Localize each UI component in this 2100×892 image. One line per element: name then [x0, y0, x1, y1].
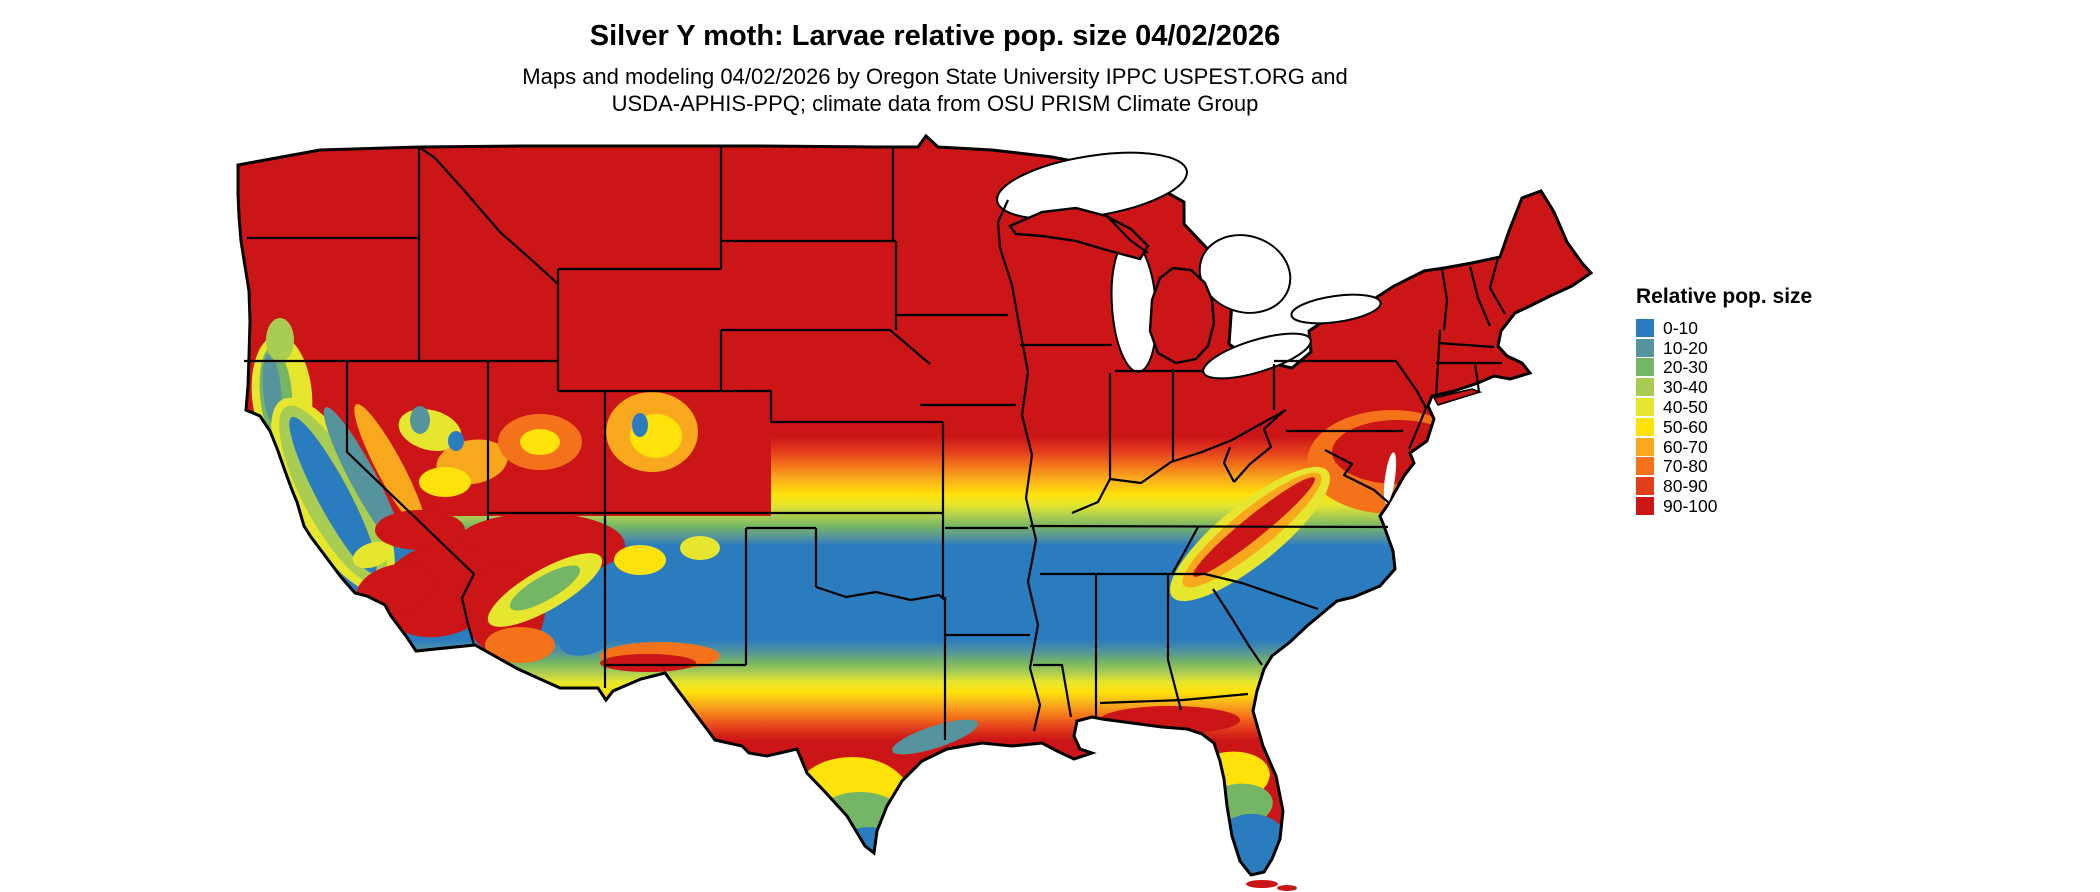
legend-entry: 70-80 — [1636, 457, 1812, 477]
legend-entry-label: 40-50 — [1663, 397, 1708, 418]
legend-swatch — [1636, 497, 1654, 516]
legend-swatch — [1636, 457, 1654, 476]
michigan — [1008, 206, 1216, 365]
state-borders — [244, 146, 1506, 740]
legend-entry-label: 70-80 — [1663, 456, 1708, 477]
legend-entry-label: 10-20 — [1663, 337, 1708, 358]
michigan-lower-peninsula — [1148, 266, 1216, 365]
us-population-map — [236, 133, 1594, 891]
legend-swatch — [1636, 338, 1654, 357]
legend-entry: 30-40 — [1636, 377, 1812, 397]
us-outline — [236, 133, 1594, 877]
lake-ontario — [1290, 293, 1382, 325]
legend-entry-label: 0-10 — [1663, 317, 1699, 338]
legend-title: Relative pop. size — [1636, 285, 1813, 308]
legend-entry-label: 90-100 — [1663, 496, 1718, 517]
subtitle-line2: USDA-APHIS-PPQ; climate data from OSU PR… — [611, 91, 1259, 116]
florida-keys — [1246, 880, 1278, 888]
legend-swatch — [1636, 417, 1654, 436]
legend-swatch — [1636, 378, 1654, 397]
legend-swatch — [1636, 477, 1654, 496]
page-subtitle: Maps and modeling 04/02/2026 by Oregon S… — [0, 63, 1870, 117]
legend-entry: 50-60 — [1636, 417, 1812, 437]
legend-swatch — [1636, 398, 1654, 417]
legend-entry-label: 50-60 — [1663, 416, 1708, 437]
legend-entry-label: 60-70 — [1663, 436, 1708, 457]
legend-entry-label: 30-40 — [1663, 377, 1708, 398]
legend-entry: 0-10 — [1636, 318, 1812, 338]
lake-erie — [1202, 332, 1312, 380]
legend-entry: 40-50 — [1636, 397, 1812, 417]
legend-swatch — [1636, 318, 1654, 337]
legend-entry: 90-100 — [1636, 496, 1812, 516]
subtitle-line1: Maps and modeling 04/02/2026 by Oregon S… — [522, 64, 1348, 89]
lake-huron — [1198, 234, 1292, 314]
legend-swatch — [1636, 358, 1654, 377]
legend-entry: 60-70 — [1636, 437, 1812, 457]
legend-entry: 20-30 — [1636, 358, 1812, 378]
legend: Relative pop. size 0-10 10-20 20-30 30-40 40… — [1636, 285, 1812, 516]
legend-entries: 0-10 10-20 20-30 30-40 40-50 50-60 60-70 70-80 8… — [1636, 318, 1812, 516]
florida-keys — [1277, 885, 1297, 891]
long-island — [1432, 388, 1483, 406]
legend-swatch — [1636, 437, 1654, 456]
legend-entry-label: 80-90 — [1663, 476, 1708, 497]
legend-entry-label: 20-30 — [1663, 357, 1708, 378]
chesapeake-bay — [1383, 452, 1397, 504]
legend-entry: 80-90 — [1636, 476, 1812, 496]
great-lakes — [996, 151, 1382, 380]
legend-entry: 10-20 — [1636, 338, 1812, 358]
page-title: Silver Y moth: Larvae relative pop. size… — [589, 20, 1281, 52]
michigan-upper-peninsula — [1008, 206, 1150, 261]
